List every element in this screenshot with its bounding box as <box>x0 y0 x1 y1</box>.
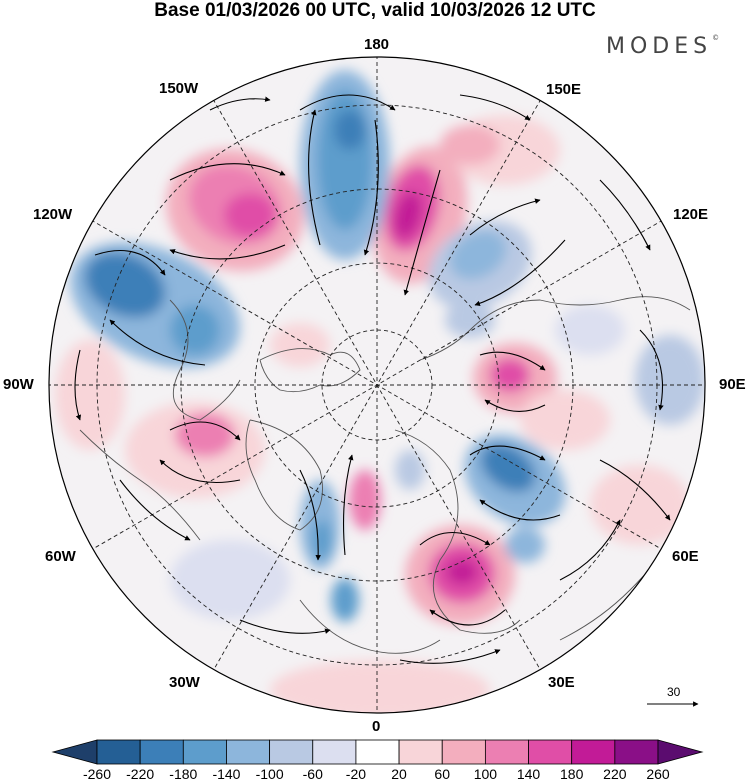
anomaly-high <box>590 465 690 545</box>
anomaly-low <box>480 444 536 492</box>
graticule <box>49 57 705 713</box>
colorbar-swatch <box>441 739 486 765</box>
modes-logo: MODES© <box>606 34 720 59</box>
lon-label-90e: 90E <box>719 376 746 393</box>
colorbar-tick-label: -260 <box>82 766 112 782</box>
reference-vector-label: 30 <box>667 685 681 699</box>
colorbar-tick-label: 140 <box>516 766 541 782</box>
lon-label-150w: 150W <box>159 80 199 97</box>
anomaly-low <box>317 90 373 230</box>
colorbar-tick-label: -220 <box>126 766 155 782</box>
colorbar-swatch <box>398 739 443 765</box>
colorbar-tick-label: -100 <box>255 766 284 782</box>
lon-label-60e: 60E <box>672 548 699 565</box>
colorbar-tick-label: -60 <box>302 766 323 782</box>
colorbar-tick-label: 220 <box>603 766 627 782</box>
colorbar-tick-label: 180 <box>560 766 584 782</box>
lon-label-30w: 30W <box>169 674 200 691</box>
anomaly-high <box>224 193 276 237</box>
anomaly-field <box>49 57 705 713</box>
lon-label-0: 0 <box>372 718 381 735</box>
chart-title: Base 01/03/2026 00 UTC, valid 10/03/2026… <box>154 0 596 21</box>
colorbar-swatch <box>139 739 184 765</box>
colorbar-swatch <box>226 739 271 765</box>
anomaly-low <box>170 540 290 620</box>
colorbar-tick-label: 260 <box>646 766 670 782</box>
anomaly-high <box>520 390 610 450</box>
anomaly-high <box>349 470 381 530</box>
colorbar-swatch <box>96 739 141 765</box>
anomaly-low <box>84 252 166 318</box>
anomaly-low <box>445 302 495 338</box>
anomaly-high <box>55 340 125 450</box>
anomaly-high <box>270 660 490 713</box>
anomaly-low <box>449 230 507 280</box>
anomaly-high <box>270 323 330 367</box>
anomaly-high <box>440 125 500 165</box>
anomaly-low <box>505 527 545 563</box>
colorbar-swatch <box>182 739 227 765</box>
colorbar-swatch <box>484 739 529 765</box>
lon-label-90w: 90W <box>3 376 34 393</box>
colorbar-swatch <box>528 739 573 765</box>
colorbar <box>51 739 704 765</box>
colorbar-swatch <box>312 739 357 765</box>
colorbar-max-extend <box>657 739 704 765</box>
anomaly-low <box>331 578 359 622</box>
anomaly-high <box>175 413 235 457</box>
map-boundary <box>48 56 706 714</box>
colorbar-swatch <box>614 739 659 765</box>
anomaly-low <box>334 110 366 150</box>
colorbar-tick-label: -180 <box>169 766 198 782</box>
colorbar-min-extend <box>51 739 98 765</box>
anomaly-high <box>490 358 530 392</box>
anomaly-low <box>312 520 332 560</box>
anomaly-high <box>393 191 423 239</box>
colorbar-tick-label: 20 <box>391 766 407 782</box>
lon-label-180: 180 <box>364 36 390 53</box>
colorbar-swatch <box>269 739 314 765</box>
colorbar-tick-label: -20 <box>345 766 367 782</box>
anomaly-low <box>635 335 705 425</box>
anomaly-low <box>555 305 625 355</box>
anomaly-low <box>395 450 425 490</box>
colorbar-tick-label: 60 <box>434 766 451 782</box>
colorbar-tick-label: -140 <box>212 766 241 782</box>
streamlines <box>74 94 671 664</box>
lon-label-150e: 150E <box>546 81 582 98</box>
lon-label-30e: 30E <box>548 674 575 691</box>
colorbar-swatch <box>571 739 616 765</box>
lon-label-120w: 120W <box>33 206 73 223</box>
lon-label-120e: 120E <box>673 206 709 223</box>
anomaly-high <box>446 559 478 585</box>
lon-label-60w: 60W <box>45 548 76 565</box>
colorbar-tick-label: 100 <box>473 766 498 782</box>
colorbar-swatch <box>355 739 400 765</box>
